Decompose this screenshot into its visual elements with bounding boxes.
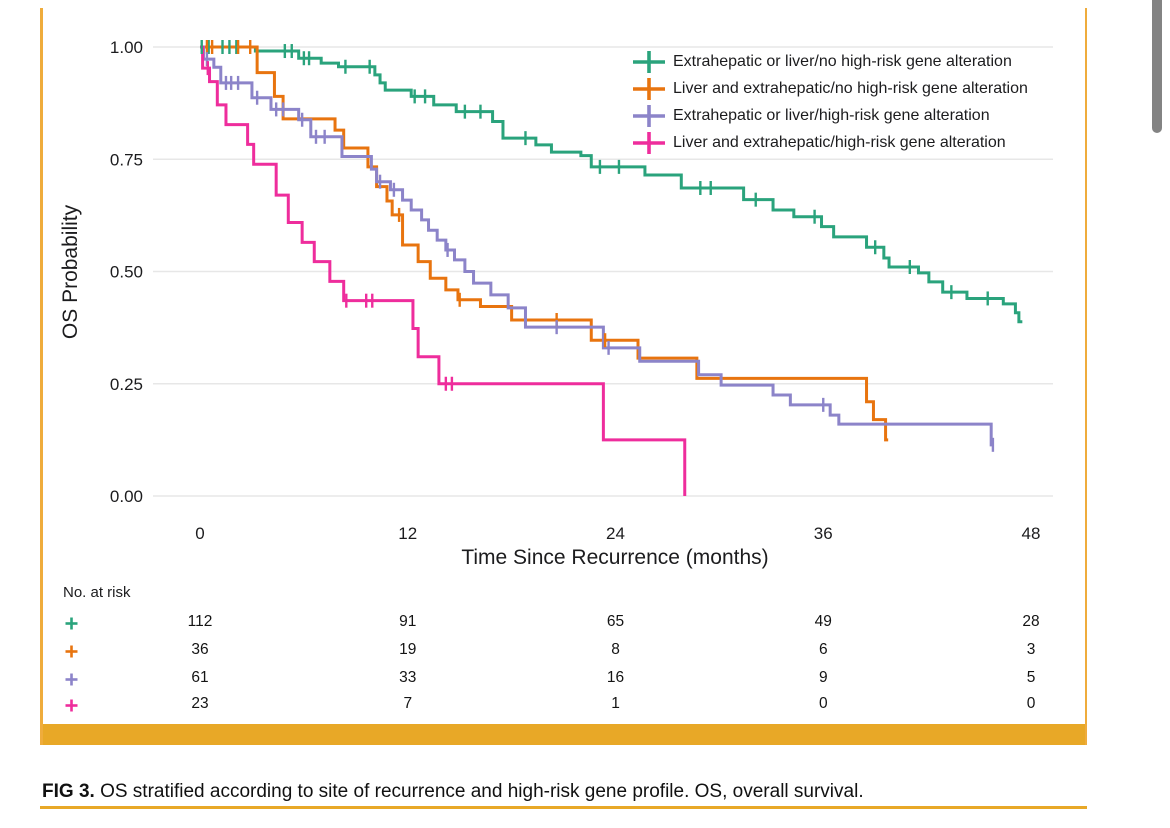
risk-count: 33 bbox=[399, 669, 417, 686]
gold-rule bbox=[40, 806, 1087, 809]
y-tick-label: 0.00 bbox=[110, 487, 143, 506]
km-curve bbox=[200, 45, 687, 496]
risk-count: 28 bbox=[1022, 613, 1040, 630]
risk-table-row: 36 19 8 6 3 bbox=[43, 641, 1085, 663]
legend-entry: Liver and extrahepatic/no high-risk gene… bbox=[631, 77, 1028, 101]
risk-count: 65 bbox=[606, 613, 625, 630]
risk-count: 23 bbox=[191, 695, 209, 712]
legend-label: Liver and extrahepatic/no high-risk gene… bbox=[673, 80, 1028, 97]
risk-count: 36 bbox=[191, 641, 209, 658]
risk-count: 112 bbox=[187, 613, 213, 630]
risk-table-row: 23 7 1 0 0 bbox=[43, 695, 1085, 717]
y-tick-label: 1.00 bbox=[110, 38, 143, 57]
legend-label: Extrahepatic or liver/no high-risk gene … bbox=[673, 53, 1012, 70]
x-tick-label: 36 bbox=[814, 524, 833, 543]
risk-count: 7 bbox=[403, 695, 413, 712]
risk-count: 16 bbox=[606, 669, 625, 686]
km-curve bbox=[200, 45, 889, 442]
risk-row-plus-icon bbox=[65, 645, 78, 658]
risk-row-plus-icon bbox=[65, 699, 78, 712]
risk-count: 91 bbox=[399, 613, 417, 630]
gold-bottom-bar bbox=[43, 724, 1085, 745]
x-tick-label: 0 bbox=[195, 524, 204, 543]
risk-count: 19 bbox=[399, 641, 417, 658]
risk-count: 8 bbox=[611, 641, 620, 658]
chart-legend: Extrahepatic or liver/no high-risk gene … bbox=[631, 50, 1028, 158]
risk-count: 1 bbox=[611, 695, 620, 712]
risk-count: 0 bbox=[1026, 695, 1036, 712]
risk-table-row: 112 91 65 49 28 bbox=[43, 613, 1085, 635]
risk-table-title: No. at risk bbox=[63, 584, 131, 601]
legend-swatch-plus-icon bbox=[633, 51, 665, 73]
gridlines bbox=[153, 46, 1053, 497]
risk-count: 5 bbox=[1026, 669, 1036, 686]
caption-label: FIG 3. bbox=[42, 781, 95, 802]
survival-curves bbox=[200, 45, 1023, 496]
risk-count: 49 bbox=[814, 613, 832, 630]
y-axis-tick-labels: 1.00 0.75 0.50 0.25 0.00 bbox=[110, 38, 143, 506]
figure-panel: 1.00 0.75 0.50 0.25 0.00 0 12 24 36 48 Time Sinc… bbox=[40, 8, 1087, 745]
legend-label: Liver and extrahepatic/high-risk gene al… bbox=[673, 134, 1006, 151]
legend-swatch-plus-icon bbox=[633, 132, 665, 154]
risk-count: 9 bbox=[818, 669, 828, 686]
risk-count: 3 bbox=[1026, 641, 1036, 658]
x-axis-tick-labels: 0 12 24 36 48 bbox=[195, 524, 1040, 543]
km-chart: 1.00 0.75 0.50 0.25 0.00 0 12 24 36 48 Time Sinc… bbox=[59, 38, 1053, 569]
x-tick-label: 12 bbox=[398, 524, 417, 543]
legend-entry: Extrahepatic or liver/high-risk gene alt… bbox=[631, 104, 1028, 128]
km-curve bbox=[200, 45, 1023, 324]
risk-row-plus-icon bbox=[65, 673, 78, 686]
legend-entry: Extrahepatic or liver/no high-risk gene … bbox=[631, 50, 1028, 74]
x-tick-label: 24 bbox=[606, 524, 625, 543]
censor-marks bbox=[200, 40, 995, 452]
legend-swatch-plus-icon bbox=[633, 78, 665, 100]
km-curve bbox=[200, 45, 994, 447]
scrollbar-thumb[interactable] bbox=[1152, 0, 1162, 133]
risk-count: 6 bbox=[818, 641, 828, 658]
y-axis-title: OS Probability bbox=[59, 204, 82, 339]
legend-label: Extrahepatic or liver/high-risk gene alt… bbox=[673, 107, 990, 124]
caption-text: OS stratified according to site of recur… bbox=[94, 781, 864, 802]
risk-count: 61 bbox=[191, 669, 209, 686]
y-tick-label: 0.75 bbox=[110, 150, 143, 169]
y-tick-label: 0.25 bbox=[110, 375, 143, 394]
legend-swatch-plus-icon bbox=[633, 105, 665, 127]
y-tick-label: 0.50 bbox=[110, 263, 143, 282]
x-axis-title: Time Since Recurrence (months) bbox=[461, 546, 768, 569]
x-tick-label: 48 bbox=[1022, 524, 1041, 543]
risk-row-plus-icon bbox=[65, 617, 78, 630]
risk-count: 0 bbox=[818, 695, 828, 712]
legend-entry: Liver and extrahepatic/high-risk gene al… bbox=[631, 131, 1028, 155]
risk-table-row: 61 33 16 9 5 bbox=[43, 669, 1085, 691]
figure-caption: FIG 3. OS stratified according to site o… bbox=[42, 781, 1087, 803]
